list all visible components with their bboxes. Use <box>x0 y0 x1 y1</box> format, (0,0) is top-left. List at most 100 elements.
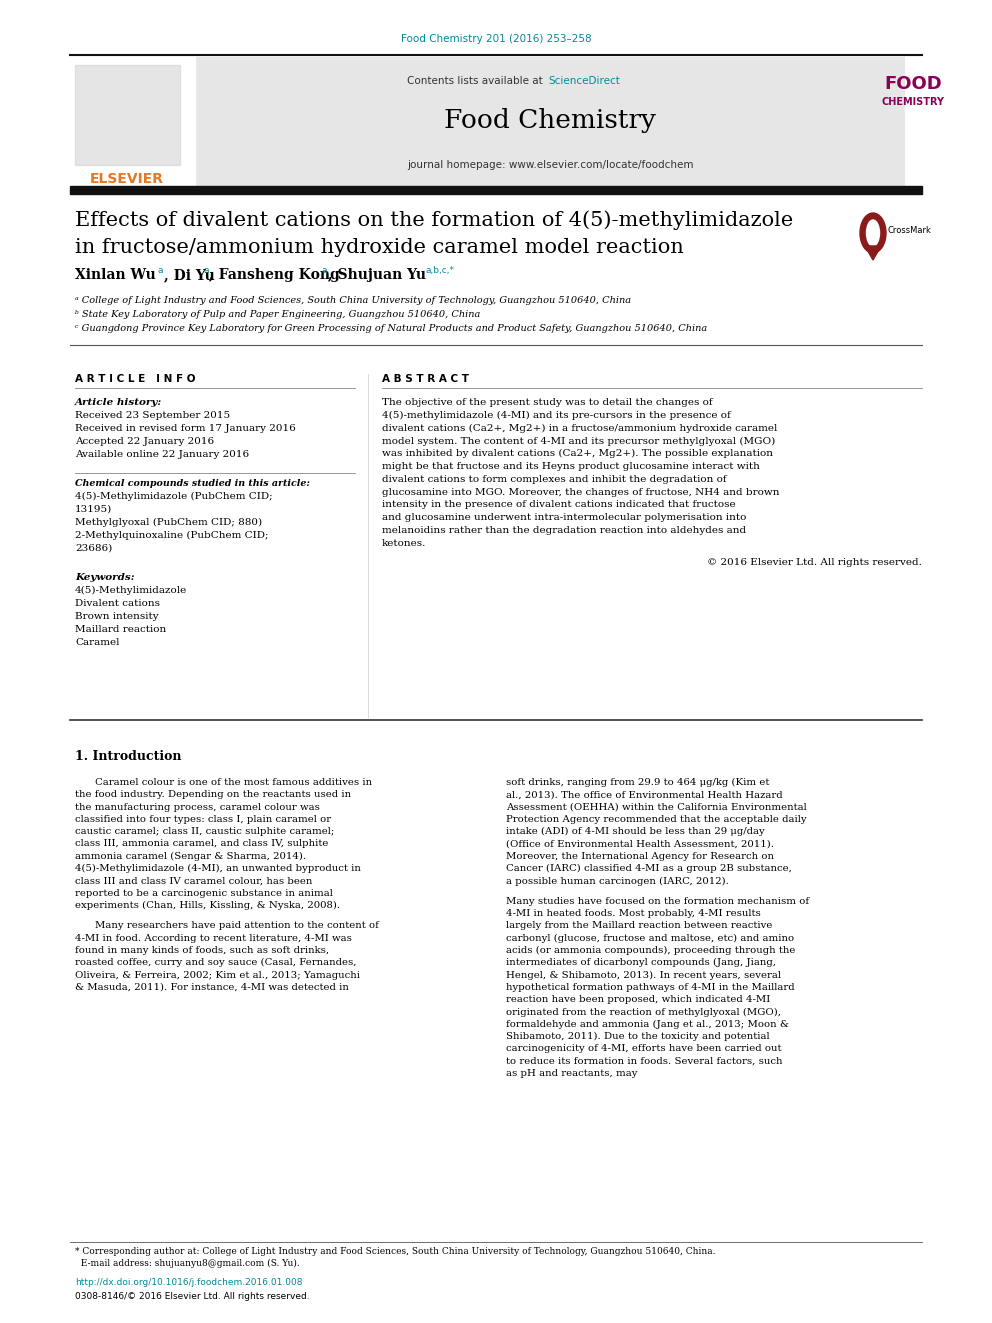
Text: Maillard reaction: Maillard reaction <box>75 624 167 634</box>
Text: * Corresponding author at: College of Light Industry and Food Sciences, South Ch: * Corresponding author at: College of Li… <box>75 1248 715 1256</box>
Text: model system. The content of 4-MI and its precursor methylglyoxal (MGO): model system. The content of 4-MI and it… <box>382 437 776 446</box>
Text: glucosamine into MGO. Moreover, the changes of fructose, NH4 and brown: glucosamine into MGO. Moreover, the chan… <box>382 488 780 496</box>
Text: al., 2013). The office of Environmental Health Hazard: al., 2013). The office of Environmental … <box>506 790 783 799</box>
Text: Keywords:: Keywords: <box>75 573 135 582</box>
Bar <box>905 57 923 185</box>
Text: divalent cations to form complexes and inhibit the degradation of: divalent cations to form complexes and i… <box>382 475 726 484</box>
Text: Brown intensity: Brown intensity <box>75 613 159 620</box>
Text: CrossMark: CrossMark <box>888 226 931 235</box>
Text: 13195): 13195) <box>75 505 112 515</box>
Text: , Shujuan Yu: , Shujuan Yu <box>328 269 426 282</box>
Text: Moreover, the International Agency for Research on: Moreover, the International Agency for R… <box>506 852 774 861</box>
Text: 4(5)-methylimidazole (4-MI) and its pre-cursors in the presence of: 4(5)-methylimidazole (4-MI) and its pre-… <box>382 411 731 419</box>
Text: Caramel: Caramel <box>75 638 119 647</box>
Text: , Fansheng Kong: , Fansheng Kong <box>209 269 339 282</box>
Text: ᶜ Guangdong Province Key Laboratory for Green Processing of Natural Products and: ᶜ Guangdong Province Key Laboratory for … <box>75 324 707 333</box>
Text: might be that fructose and its Heyns product glucosamine interact with: might be that fructose and its Heyns pro… <box>382 462 760 471</box>
Text: hypothetical formation pathways of 4-MI in the Maillard: hypothetical formation pathways of 4-MI … <box>506 983 795 992</box>
Text: 2-Methylquinoxaline (PubChem CID;: 2-Methylquinoxaline (PubChem CID; <box>75 531 269 540</box>
Text: ᵃ College of Light Industry and Food Sciences, South China University of Technol: ᵃ College of Light Industry and Food Sci… <box>75 296 631 306</box>
Text: Received 23 September 2015: Received 23 September 2015 <box>75 411 230 419</box>
Text: classified into four types: class I, plain caramel or: classified into four types: class I, pla… <box>75 815 331 824</box>
Text: Contents lists available at: Contents lists available at <box>407 75 546 86</box>
Text: A R T I C L E   I N F O: A R T I C L E I N F O <box>75 374 195 384</box>
Text: Cancer (IARC) classified 4-MI as a group 2B substance,: Cancer (IARC) classified 4-MI as a group… <box>506 864 792 873</box>
Text: Food Chemistry: Food Chemistry <box>444 108 656 134</box>
Text: Methylglyoxal (PubChem CID; 880): Methylglyoxal (PubChem CID; 880) <box>75 519 262 527</box>
Text: roasted coffee, curry and soy sauce (Casal, Fernandes,: roasted coffee, curry and soy sauce (Cas… <box>75 958 356 967</box>
Text: Effects of divalent cations on the formation of 4(5)-methylimidazole: Effects of divalent cations on the forma… <box>75 210 794 230</box>
Text: a: a <box>322 266 327 275</box>
Text: Received in revised form 17 January 2016: Received in revised form 17 January 2016 <box>75 423 296 433</box>
Text: FOOD: FOOD <box>884 75 941 93</box>
Text: carcinogenicity of 4-MI, efforts have been carried out: carcinogenicity of 4-MI, efforts have be… <box>506 1044 782 1053</box>
Text: Shibamoto, 2011). Due to the toxicity and potential: Shibamoto, 2011). Due to the toxicity an… <box>506 1032 770 1041</box>
Text: experiments (Chan, Hills, Kissling, & Nyska, 2008).: experiments (Chan, Hills, Kissling, & Ny… <box>75 901 340 910</box>
Text: journal homepage: www.elsevier.com/locate/foodchem: journal homepage: www.elsevier.com/locat… <box>407 160 693 169</box>
Text: melanoidins rather than the degradation reaction into aldehydes and: melanoidins rather than the degradation … <box>382 527 746 534</box>
Text: Oliveira, & Ferreira, 2002; Kim et al., 2013; Yamaguchi: Oliveira, & Ferreira, 2002; Kim et al., … <box>75 971 360 979</box>
Text: A B S T R A C T: A B S T R A C T <box>382 374 469 384</box>
Text: a possible human carcinogen (IARC, 2012).: a possible human carcinogen (IARC, 2012)… <box>506 876 729 885</box>
Bar <box>70 187 922 194</box>
Text: ScienceDirect: ScienceDirect <box>548 75 620 86</box>
Text: found in many kinds of foods, such as soft drinks,: found in many kinds of foods, such as so… <box>75 946 329 955</box>
Text: 4-MI in heated foods. Most probably, 4-MI results: 4-MI in heated foods. Most probably, 4-M… <box>506 909 761 918</box>
Text: ELSEVIER: ELSEVIER <box>90 172 164 187</box>
Text: http://dx.doi.org/10.1016/j.foodchem.2016.01.008: http://dx.doi.org/10.1016/j.foodchem.201… <box>75 1278 303 1287</box>
Text: class III and class IV caramel colour, has been: class III and class IV caramel colour, h… <box>75 876 312 885</box>
Text: Divalent cations: Divalent cations <box>75 599 160 609</box>
Text: ammonia caramel (Sengar & Sharma, 2014).: ammonia caramel (Sengar & Sharma, 2014). <box>75 852 307 861</box>
Text: © 2016 Elsevier Ltd. All rights reserved.: © 2016 Elsevier Ltd. All rights reserved… <box>707 557 922 566</box>
Text: intake (ADI) of 4-MI should be less than 29 μg/day: intake (ADI) of 4-MI should be less than… <box>506 827 765 836</box>
Text: 1. Introduction: 1. Introduction <box>75 750 182 763</box>
Text: The objective of the present study was to detail the changes of: The objective of the present study was t… <box>382 398 712 407</box>
Text: a,b,c,*: a,b,c,* <box>425 266 454 275</box>
Text: originated from the reaction of methylglyoxal (MGO),: originated from the reaction of methylgl… <box>506 1007 781 1016</box>
Text: Article history:: Article history: <box>75 398 163 407</box>
Text: divalent cations (Ca2+, Mg2+) in a fructose/ammonium hydroxide caramel: divalent cations (Ca2+, Mg2+) in a fruct… <box>382 423 778 433</box>
Ellipse shape <box>866 220 880 246</box>
Text: Food Chemistry 201 (2016) 253–258: Food Chemistry 201 (2016) 253–258 <box>401 34 591 44</box>
Text: Chemical compounds studied in this article:: Chemical compounds studied in this artic… <box>75 479 310 488</box>
Text: 23686): 23686) <box>75 544 112 553</box>
Polygon shape <box>865 246 881 261</box>
Text: Accepted 22 January 2016: Accepted 22 January 2016 <box>75 437 214 446</box>
Text: to reduce its formation in foods. Several factors, such: to reduce its formation in foods. Severa… <box>506 1057 783 1065</box>
Text: in fructose/ammonium hydroxide caramel model reaction: in fructose/ammonium hydroxide caramel m… <box>75 238 683 257</box>
Text: 0308-8146/© 2016 Elsevier Ltd. All rights reserved.: 0308-8146/© 2016 Elsevier Ltd. All right… <box>75 1293 310 1301</box>
Text: reported to be a carcinogenic substance in animal: reported to be a carcinogenic substance … <box>75 889 333 898</box>
Text: Assessment (OEHHA) within the California Environmental: Assessment (OEHHA) within the California… <box>506 803 806 811</box>
Text: was inhibited by divalent cations (Ca2+, Mg2+). The possible explanation: was inhibited by divalent cations (Ca2+,… <box>382 450 773 458</box>
Text: Caramel colour is one of the most famous additives in: Caramel colour is one of the most famous… <box>95 778 372 787</box>
Text: 4(5)-Methylimidazole: 4(5)-Methylimidazole <box>75 586 187 595</box>
Text: & Masuda, 2011). For instance, 4-MI was detected in: & Masuda, 2011). For instance, 4-MI was … <box>75 983 349 992</box>
Text: Protection Agency recommended that the acceptable daily: Protection Agency recommended that the a… <box>506 815 806 824</box>
Ellipse shape <box>860 213 886 253</box>
Text: Many researchers have paid attention to the content of: Many researchers have paid attention to … <box>95 921 379 930</box>
Text: Hengel, & Shibamoto, 2013). In recent years, several: Hengel, & Shibamoto, 2013). In recent ye… <box>506 971 781 979</box>
Text: the manufacturing process, caramel colour was: the manufacturing process, caramel colou… <box>75 803 319 811</box>
Text: as pH and reactants, may: as pH and reactants, may <box>506 1069 638 1078</box>
Text: E-mail address: shujuanyu8@gmail.com (S. Yu).: E-mail address: shujuanyu8@gmail.com (S.… <box>75 1259 300 1269</box>
Text: reaction have been proposed, which indicated 4-MI: reaction have been proposed, which indic… <box>506 995 770 1004</box>
Text: formaldehyde and ammonia (Jang et al., 2013; Moon &: formaldehyde and ammonia (Jang et al., 2… <box>506 1020 789 1029</box>
Text: the food industry. Depending on the reactants used in: the food industry. Depending on the reac… <box>75 790 351 799</box>
Text: 4(5)-Methylimidazole (PubChem CID;: 4(5)-Methylimidazole (PubChem CID; <box>75 492 273 501</box>
Text: , Di Yu: , Di Yu <box>164 269 214 282</box>
Text: soft drinks, ranging from 29.9 to 464 μg/kg (Kim et: soft drinks, ranging from 29.9 to 464 μg… <box>506 778 770 787</box>
Text: intensity in the presence of divalent cations indicated that fructose: intensity in the presence of divalent ca… <box>382 500 736 509</box>
Text: Available online 22 January 2016: Available online 22 January 2016 <box>75 450 249 459</box>
Text: CHEMISTRY: CHEMISTRY <box>882 97 944 107</box>
Text: class III, ammonia caramel, and class IV, sulphite: class III, ammonia caramel, and class IV… <box>75 840 328 848</box>
Text: ᵇ State Key Laboratory of Pulp and Paper Engineering, Guangzhou 510640, China: ᵇ State Key Laboratory of Pulp and Paper… <box>75 310 480 319</box>
Text: Xinlan Wu: Xinlan Wu <box>75 269 156 282</box>
Text: ketones.: ketones. <box>382 538 427 548</box>
Text: and glucosamine underwent intra-intermolecular polymerisation into: and glucosamine underwent intra-intermol… <box>382 513 746 523</box>
Text: a: a <box>158 266 164 275</box>
Text: (Office of Environmental Health Assessment, 2011).: (Office of Environmental Health Assessme… <box>506 840 774 848</box>
Text: acids (or ammonia compounds), proceeding through the: acids (or ammonia compounds), proceeding… <box>506 946 796 955</box>
Bar <box>70 57 195 185</box>
Text: largely from the Maillard reaction between reactive: largely from the Maillard reaction betwe… <box>506 921 773 930</box>
Text: carbonyl (glucose, fructose and maltose, etc) and amino: carbonyl (glucose, fructose and maltose,… <box>506 934 795 943</box>
